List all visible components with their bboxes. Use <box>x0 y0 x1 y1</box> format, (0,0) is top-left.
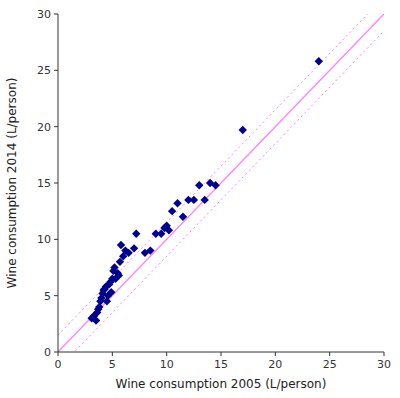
point <box>146 246 154 254</box>
point <box>165 226 173 234</box>
x-tick-label: 30 <box>377 358 391 371</box>
upper-band-line <box>58 14 384 335</box>
x-tick <box>329 352 330 356</box>
lower-band-line <box>58 31 384 352</box>
y-tick-label: 30 <box>37 8 51 21</box>
x-tick-label: 0 <box>55 358 62 371</box>
y-tick <box>54 183 58 184</box>
x-tick <box>58 352 59 356</box>
reference-line <box>58 14 384 352</box>
y-tick-label: 10 <box>37 233 51 246</box>
point <box>179 213 187 221</box>
point <box>190 196 198 204</box>
point <box>168 207 176 215</box>
x-tick <box>275 352 276 356</box>
point <box>92 316 100 324</box>
point <box>115 271 123 279</box>
y-axis-label: Wine consumption 2014 (L/person) <box>5 78 19 289</box>
point <box>239 126 247 134</box>
x-tick-label: 25 <box>323 358 337 371</box>
y-tick <box>54 126 58 127</box>
point <box>173 199 181 207</box>
x-tick-label: 10 <box>160 358 174 371</box>
x-tick-label: 15 <box>214 358 228 371</box>
plot-area <box>58 14 384 352</box>
x-tick <box>221 352 222 356</box>
x-tick-label: 20 <box>268 358 282 371</box>
y-tick <box>54 14 58 15</box>
chart: 0 5 10 15 20 25 30 0 5 10 15 20 25 30 Wine consumption… <box>0 0 400 398</box>
y-tick-label: 25 <box>37 64 51 77</box>
point <box>211 181 219 189</box>
y-tick <box>54 239 58 240</box>
point <box>132 230 140 238</box>
x-axis-label: Wine consumption 2005 (L/person) <box>116 377 327 391</box>
y-tick-label: 20 <box>37 121 51 134</box>
y-tick-label: 15 <box>37 177 51 190</box>
point <box>195 181 203 189</box>
point <box>201 196 209 204</box>
x-tick-label: 5 <box>109 358 116 371</box>
point <box>130 244 138 252</box>
y-tick-label: 0 <box>44 346 51 359</box>
point <box>107 288 115 296</box>
x-tick <box>166 352 167 356</box>
x-tick <box>112 352 113 356</box>
x-tick <box>384 352 385 356</box>
y-tick <box>54 295 58 296</box>
point <box>315 57 323 65</box>
y-tick <box>54 70 58 71</box>
y-tick-label: 5 <box>44 290 51 303</box>
y-tick <box>54 352 58 353</box>
